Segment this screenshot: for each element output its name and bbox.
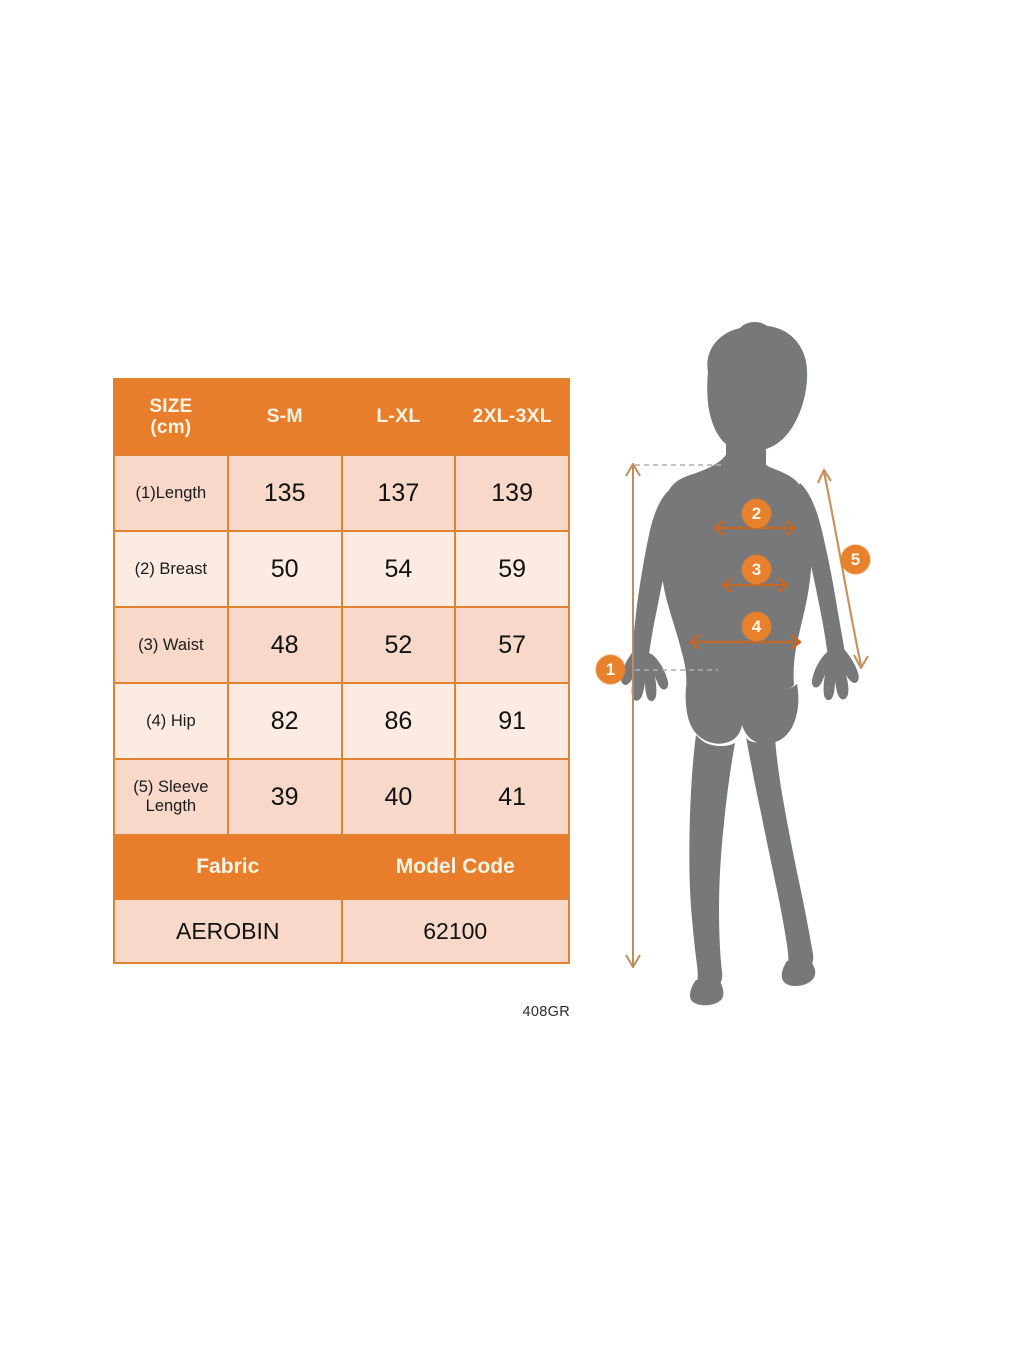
measure-badge-length: 1 <box>596 655 625 684</box>
product-code-note: 408GR <box>522 1004 570 1020</box>
cell-length-l-xl: 137 <box>342 456 455 530</box>
row-label-sleeve-line1: (5) Sleeve <box>133 778 209 797</box>
arrowhead-down-length <box>625 954 641 968</box>
cell-waist-l-xl: 52 <box>342 608 455 682</box>
cell-breast-s-m: 50 <box>228 532 341 606</box>
silhouette-body <box>621 322 859 1006</box>
row-label-sleeve-line2: Length <box>145 797 197 815</box>
guide-lines <box>635 464 725 671</box>
table-row: (3) Waist 48 52 57 <box>115 608 568 682</box>
table-row: (4) Hip 82 86 91 <box>115 684 568 758</box>
header-col-s-m: S-M <box>228 380 341 454</box>
arrowhead-right-breast <box>785 519 797 537</box>
measure-arrow-waist <box>721 576 789 594</box>
measure-badge-waist: 3 <box>742 555 771 584</box>
header-size-label: SIZE (cm) <box>115 380 227 454</box>
header-col-2xl-3xl: 2XL-3XL <box>456 380 568 454</box>
row-label-sleeve-length: (5) Sleeve Length <box>115 760 227 834</box>
header-size-line2: (cm) <box>150 417 192 438</box>
footer-header-fabric: Fabric <box>115 836 341 898</box>
cell-waist-2xl-3xl: 57 <box>456 608 568 682</box>
measure-arrow-length <box>625 463 641 968</box>
footer-header-model-code: Model Code <box>342 836 568 898</box>
female-silhouette-svg <box>621 322 869 1006</box>
table-row: (1)Length 135 137 139 <box>115 456 568 530</box>
cell-hip-l-xl: 86 <box>342 684 455 758</box>
cell-hip-s-m: 82 <box>228 684 341 758</box>
footer-value-fabric: AEROBIN <box>115 900 341 962</box>
measure-line-sleeve <box>822 471 863 666</box>
size-chart-table: SIZE (cm) S-M L-XL 2XL-3XL (1)Length 135… <box>113 378 570 964</box>
arrowhead-left-waist <box>721 576 733 594</box>
header-size-line1: SIZE <box>149 395 193 417</box>
arrowhead-up-length <box>625 463 641 477</box>
row-label-length: (1)Length <box>115 456 227 530</box>
arrowhead-down-sleeve <box>853 654 869 670</box>
arrowhead-left-breast <box>713 519 725 537</box>
cell-waist-s-m: 48 <box>228 608 341 682</box>
cell-sleeve-l-xl: 40 <box>342 760 455 834</box>
table-header-row: SIZE (cm) S-M L-XL 2XL-3XL <box>115 380 568 454</box>
cell-length-2xl-3xl: 139 <box>456 456 568 530</box>
footer-value-model-code: 62100 <box>342 900 568 962</box>
measure-badge-sleeve: 5 <box>841 545 870 574</box>
row-label-hip: (4) Hip <box>115 684 227 758</box>
cell-sleeve-s-m: 39 <box>228 760 341 834</box>
cell-length-s-m: 135 <box>228 456 341 530</box>
cell-hip-2xl-3xl: 91 <box>456 684 568 758</box>
measure-arrow-sleeve <box>817 468 869 670</box>
cell-sleeve-2xl-3xl: 41 <box>456 760 568 834</box>
model-figure-diagram <box>590 315 910 1015</box>
header-col-l-xl: L-XL <box>342 380 455 454</box>
arrowhead-up-sleeve <box>817 468 832 484</box>
row-label-waist: (3) Waist <box>115 608 227 682</box>
arrowhead-right-waist <box>777 576 789 594</box>
measure-badge-breast: 2 <box>742 499 771 528</box>
table-row: (2) Breast 50 54 59 <box>115 532 568 606</box>
cell-breast-2xl-3xl: 59 <box>456 532 568 606</box>
row-label-breast: (2) Breast <box>115 532 227 606</box>
cell-breast-l-xl: 54 <box>342 532 455 606</box>
arrowhead-left-hip <box>688 633 700 651</box>
arrowhead-right-hip <box>790 633 802 651</box>
table-row: (5) Sleeve Length 39 40 41 <box>115 760 568 834</box>
measure-badge-hip: 4 <box>742 612 771 641</box>
table-footer-value-row: AEROBIN 62100 <box>115 900 568 962</box>
measure-arrow-breast <box>713 519 797 537</box>
measure-arrow-hip <box>688 633 802 651</box>
table-footer-header-row: Fabric Model Code <box>115 836 568 898</box>
